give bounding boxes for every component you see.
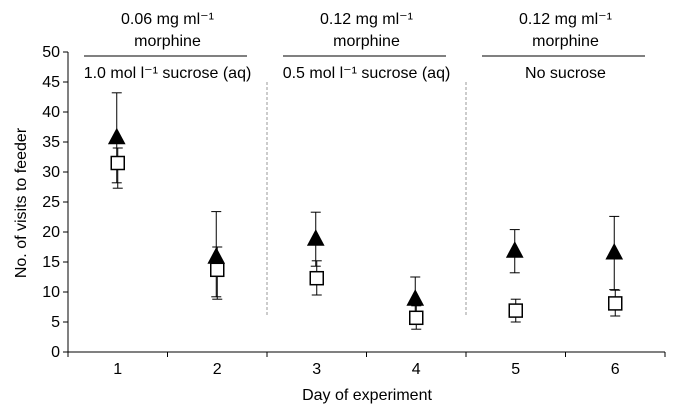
data-marks — [107, 92, 624, 330]
x-axis-label: Day of experiment — [302, 387, 432, 404]
triangle-point — [207, 247, 226, 264]
x-tick-label: 6 — [611, 361, 620, 378]
y-tick-label: 35 — [42, 134, 60, 151]
phase-solution-label: 1.0 mol l⁻¹ sucrose (aq) — [84, 65, 252, 82]
y-tick-label: 40 — [42, 104, 60, 121]
square-point — [608, 296, 623, 311]
square-point — [110, 155, 125, 171]
x-tick-label: 2 — [213, 361, 222, 378]
y-tick-label: 50 — [42, 44, 60, 61]
y-tick-label: 30 — [42, 164, 60, 181]
triangle-point — [505, 241, 524, 258]
triangle-point — [107, 127, 126, 145]
phase-drug-label: morphine — [532, 33, 599, 50]
triangle-point — [306, 229, 325, 246]
square-point — [210, 262, 225, 278]
y-tick-label: 10 — [42, 284, 60, 301]
phase-drug-label: morphine — [134, 33, 201, 50]
phase-solution-label: No sucrose — [525, 65, 606, 82]
square-point — [309, 270, 324, 286]
x-tick-label: 1 — [113, 361, 122, 378]
square-point — [508, 303, 523, 318]
y-tick-label: 5 — [51, 314, 60, 331]
triangle-point — [406, 289, 425, 306]
phase-dividers — [266, 82, 467, 315]
phase-dose-label: 0.06 mg ml⁻¹ — [121, 11, 214, 28]
y-tick-label: 25 — [42, 194, 60, 211]
y-tick-label: 0 — [51, 344, 60, 361]
phase-dose-label: 0.12 mg ml⁻¹ — [320, 11, 413, 28]
phase-solution-label: 0.5 mol l⁻¹ sucrose (aq) — [283, 65, 451, 82]
triangle-point — [605, 242, 624, 260]
y-tick-label: 20 — [42, 224, 60, 241]
x-tick-label: 5 — [511, 361, 520, 378]
y-tick-label: 15 — [42, 254, 60, 271]
y-tick-label: 45 — [42, 74, 60, 91]
phase-headers: 0.06 mg ml⁻¹ morphine 1.0 mol l⁻¹ sucrose … — [84, 11, 645, 82]
y-axis-label: No. of visits to feeder — [13, 127, 30, 278]
phase-dose-label: 0.12 mg ml⁻¹ — [519, 11, 612, 28]
phase-drug-label: morphine — [333, 33, 400, 50]
square-point — [409, 310, 424, 326]
x-tick-label: 3 — [312, 361, 321, 378]
x-tick-label: 4 — [412, 361, 421, 378]
